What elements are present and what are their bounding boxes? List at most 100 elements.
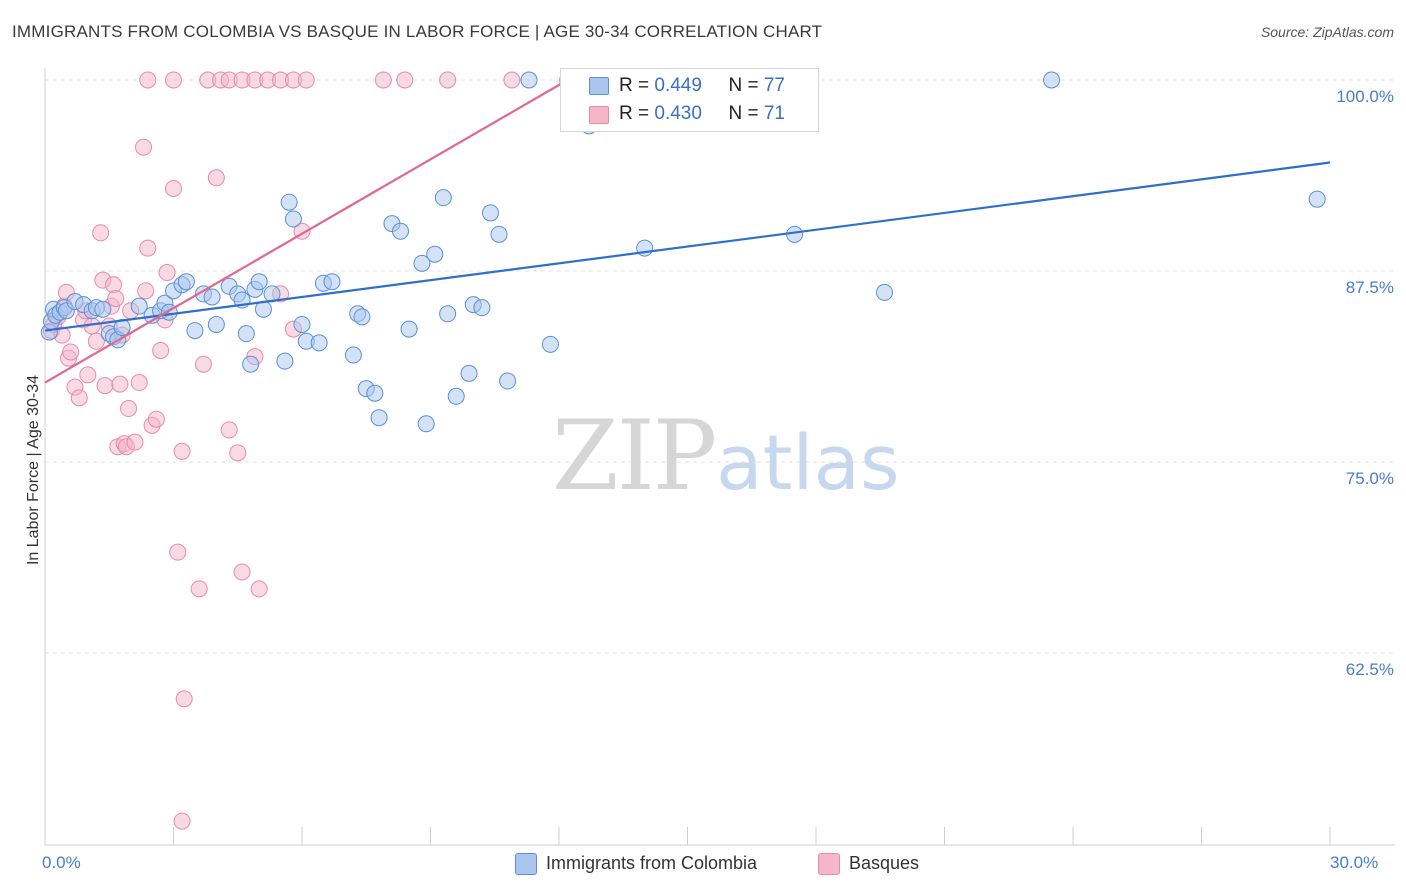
correlation-legend: R = 0.449 N = 77 R = 0.430 N = 71 xyxy=(560,68,819,132)
basques-point xyxy=(92,224,110,242)
source-label: Source: ZipAtlas.com xyxy=(1260,24,1394,40)
basques-point xyxy=(165,179,182,197)
colombia-point xyxy=(177,273,195,291)
basques-point xyxy=(135,138,153,156)
colombia-point xyxy=(417,415,435,433)
basques-point xyxy=(173,442,191,460)
basques-point xyxy=(79,366,97,384)
bottom-legend-swatch-basques xyxy=(818,853,840,875)
colombia-point xyxy=(426,245,444,263)
colombia-point xyxy=(284,210,302,228)
colombia-point xyxy=(94,300,112,318)
legend-n-label: N = xyxy=(728,103,764,124)
colombia-point xyxy=(481,204,499,222)
y-tick-label-87-5: 87.5% xyxy=(1345,278,1394,297)
legend-n-label: N = xyxy=(728,75,764,96)
basques-point xyxy=(120,400,138,418)
basques-point xyxy=(139,71,157,89)
colombia-point xyxy=(520,71,538,89)
basques-point xyxy=(107,290,125,308)
legend-r-label: R = xyxy=(619,103,655,124)
basques-point xyxy=(250,580,268,598)
legend-swatch-colombia xyxy=(589,77,609,95)
bottom-legend-colombia: Immigrants from Colombia xyxy=(546,853,758,873)
basques-point xyxy=(147,410,165,428)
basques-point xyxy=(396,71,414,89)
y-axis-label: In Labor Force | Age 30-34 xyxy=(25,374,42,566)
basques-point xyxy=(229,444,247,462)
colombia-point xyxy=(876,283,894,301)
basques-trend-line xyxy=(44,79,569,384)
colombia-point xyxy=(310,334,328,352)
colombia-point xyxy=(460,364,478,382)
axes xyxy=(44,68,1395,846)
basques-point xyxy=(503,71,521,89)
colombia-point xyxy=(370,409,388,427)
colombia-point xyxy=(400,320,418,338)
trend-lines xyxy=(44,79,1331,384)
colombia-point xyxy=(186,322,204,340)
x-tick-label-max: 30.0% xyxy=(1330,853,1379,872)
basques-point xyxy=(70,389,88,407)
colombia-point xyxy=(237,325,255,343)
colombia-point xyxy=(293,315,311,333)
basques-point xyxy=(169,543,187,561)
basques-point xyxy=(130,374,148,392)
colombia-point xyxy=(541,335,559,353)
basques-point xyxy=(220,421,238,439)
basques-points xyxy=(42,71,577,830)
legend-swatch-basques xyxy=(589,106,609,124)
y-tick-label-100: 100.0% xyxy=(1336,87,1394,106)
basques-point xyxy=(165,71,182,89)
basques-point xyxy=(158,264,176,282)
colombia-point xyxy=(434,189,452,207)
basques-point xyxy=(207,169,225,187)
colombia-point xyxy=(1043,71,1061,89)
colombia-point xyxy=(130,297,148,315)
basques-point xyxy=(126,433,144,451)
colombia-point xyxy=(439,305,457,323)
colombia-point xyxy=(242,355,260,373)
basques-point xyxy=(62,343,80,361)
colombia-point xyxy=(280,193,298,211)
colombia-point xyxy=(344,346,362,364)
legend-r-value: 0.449 xyxy=(654,75,702,96)
colombia-point xyxy=(392,222,410,240)
watermark-zip: ZIP xyxy=(552,400,717,512)
basques-point xyxy=(139,239,157,257)
colombia-point xyxy=(1308,190,1326,208)
colombia-point xyxy=(323,273,341,291)
colombia-point xyxy=(473,299,491,317)
basques-point xyxy=(137,282,155,300)
x-tick-label-min: 0.0% xyxy=(42,853,81,872)
colombia-trend-line xyxy=(44,161,1331,332)
basques-point xyxy=(194,355,212,373)
colombia-point xyxy=(250,273,268,291)
basques-point xyxy=(152,341,170,359)
y-tick-label-62-5: 62.5% xyxy=(1345,660,1394,679)
basques-point xyxy=(190,580,208,598)
bottom-legend-swatch-colombia xyxy=(515,853,537,875)
watermark-atlas: atlas xyxy=(716,418,900,507)
colombia-point xyxy=(447,387,465,405)
legend-n-value: 77 xyxy=(763,75,785,96)
legend-r-value: 0.430 xyxy=(654,103,702,124)
legend-row-basques: R = 0.430 N = 71 xyxy=(619,103,785,125)
colombia-point xyxy=(413,254,431,272)
colombia-point xyxy=(366,384,384,402)
colombia-points xyxy=(40,71,1326,433)
legend-n-value: 71 xyxy=(763,103,785,124)
colombia-point xyxy=(353,308,371,326)
chart-title: IMMIGRANTS FROM COLOMBIA VS BASQUE IN LA… xyxy=(12,22,823,41)
basques-point xyxy=(87,332,105,350)
colombia-point xyxy=(203,288,221,306)
colombia-point xyxy=(499,372,517,390)
colombia-point xyxy=(276,352,294,370)
basques-point xyxy=(173,812,191,830)
basques-point xyxy=(175,690,193,708)
basques-point xyxy=(374,71,392,89)
legend-r-label: R = xyxy=(619,75,655,96)
colombia-point xyxy=(490,225,508,243)
y-tick-label-75: 75.0% xyxy=(1345,469,1394,488)
colombia-point xyxy=(207,315,225,333)
